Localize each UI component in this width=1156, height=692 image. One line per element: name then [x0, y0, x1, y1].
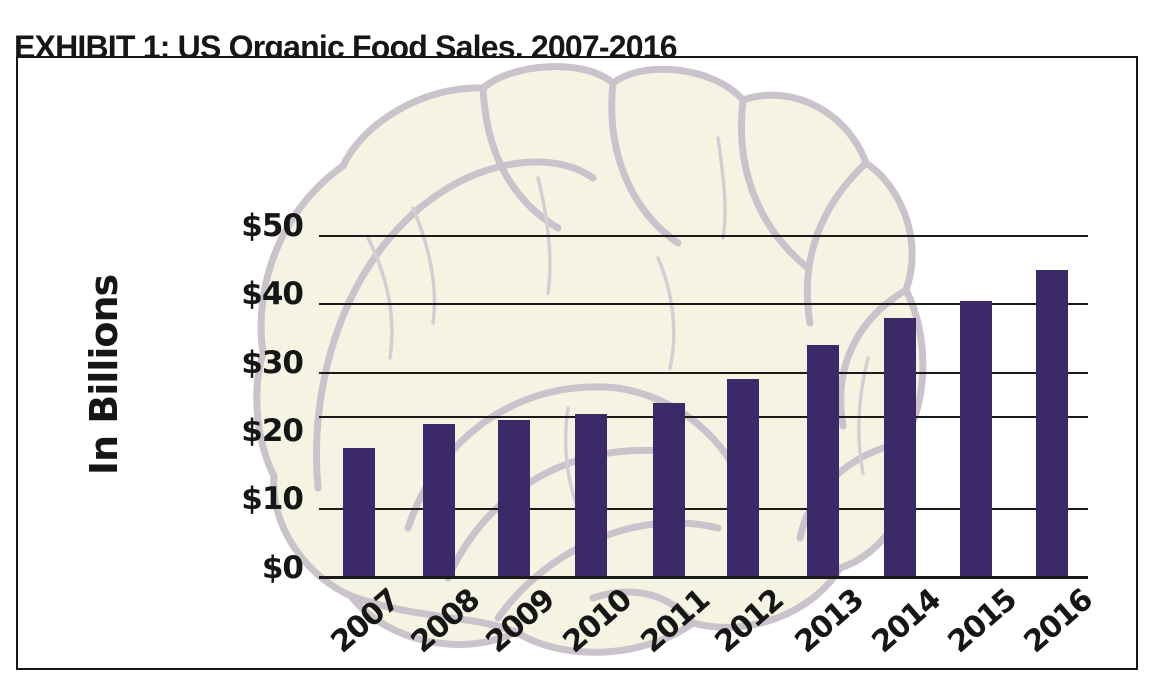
bar-2010	[575, 413, 607, 580]
gridline-30	[319, 371, 1088, 374]
ytick-30: $30	[241, 344, 304, 381]
bar-2009	[498, 420, 530, 580]
bar-2007	[343, 447, 375, 580]
ytick-50: $50	[241, 208, 304, 244]
bar-2014	[884, 317, 916, 580]
bar-2015	[960, 300, 992, 580]
gridline-50	[319, 235, 1088, 237]
y-axis-title: In Billions	[82, 274, 126, 476]
x-axis-line	[319, 576, 1088, 579]
bar-2008	[423, 423, 455, 580]
bar-2011	[652, 403, 685, 580]
ytick-20: $20	[241, 412, 304, 449]
gridline-10	[319, 508, 1088, 511]
ytick-10: $10	[241, 481, 304, 518]
gridline-20	[319, 416, 1088, 419]
bar-2013	[807, 345, 839, 580]
ytick-0: $0	[261, 549, 304, 586]
gridline-40	[319, 303, 1088, 306]
chart-frame: In Billions $50 $40 $30 $20 $10 $0 2007 2008 200…	[16, 56, 1138, 670]
bar-2016	[1036, 270, 1068, 580]
ytick-40: $40	[241, 276, 304, 313]
bar-2012	[727, 379, 759, 580]
